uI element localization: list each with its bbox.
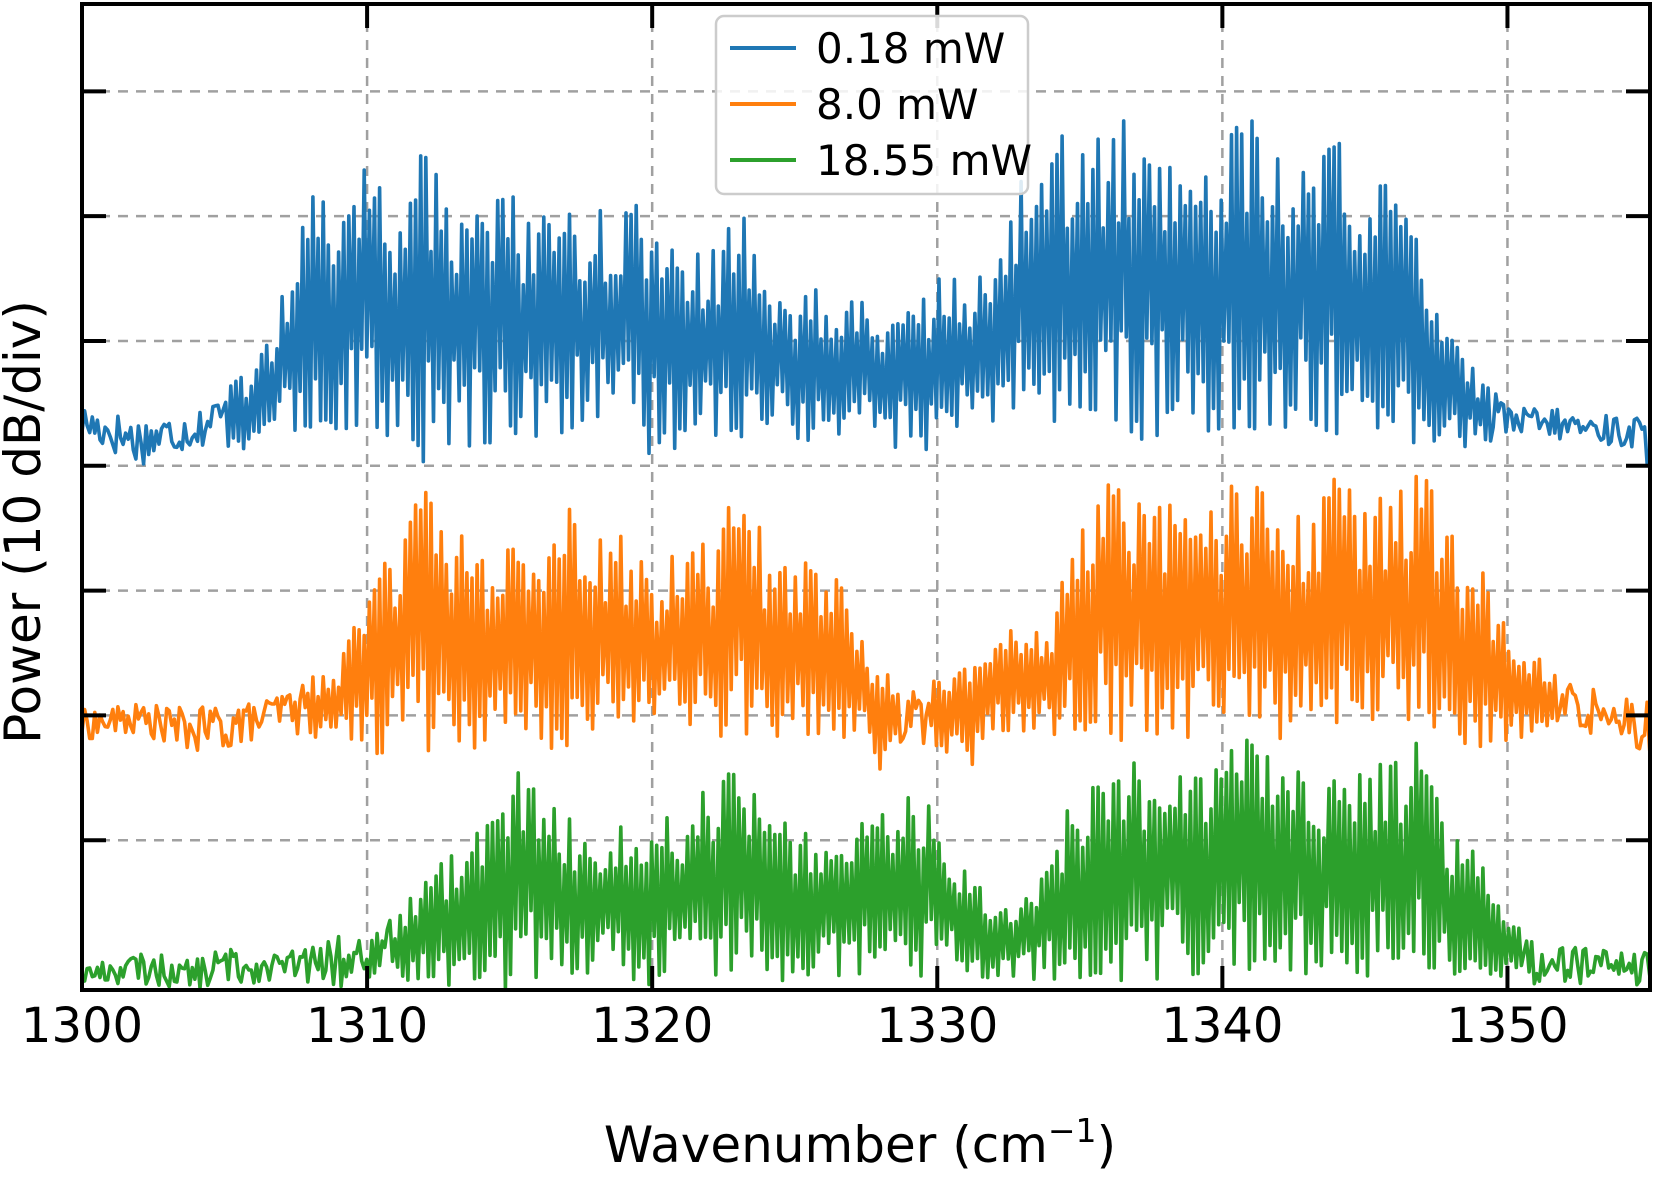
legend-label: 8.0 mW xyxy=(816,80,979,129)
series-line-0 xyxy=(80,119,1652,466)
legend-label: 18.55 mW xyxy=(816,136,1032,185)
series-line-1 xyxy=(80,474,1652,771)
legend-box xyxy=(714,14,1030,196)
x-axis-label-main: Wavenumber (cm xyxy=(604,1116,1048,1174)
x-axis-label-superscript: −1 xyxy=(1048,1111,1097,1150)
x-tick-label: 1350 xyxy=(1446,998,1568,1054)
x-axis-label-close: ) xyxy=(1097,1116,1117,1174)
x-tick-label: 1330 xyxy=(876,998,998,1054)
y-axis-label: Power (10 dB/div) xyxy=(0,300,52,744)
x-tick-label: 1310 xyxy=(306,998,428,1054)
legend-label: 0.18 mW xyxy=(816,24,1005,73)
x-axis-label: Wavenumber (cm−1) xyxy=(604,1111,1116,1174)
axis-ticks: 1300 1310 1320 1330 1340 1350 xyxy=(21,4,1650,1054)
x-tick-label: 1300 xyxy=(21,998,143,1054)
series-line-2 xyxy=(80,738,1652,991)
x-tick-label: 1320 xyxy=(591,998,713,1054)
plot-frame xyxy=(80,2,1652,992)
svg-text:Wavenumber (cm−1): Wavenumber (cm−1) xyxy=(604,1111,1116,1174)
series-lines xyxy=(80,119,1652,991)
x-tick-label: 1340 xyxy=(1161,998,1283,1054)
legend: 0.18 mW 8.0 mW 18.55 mW xyxy=(714,14,1032,196)
